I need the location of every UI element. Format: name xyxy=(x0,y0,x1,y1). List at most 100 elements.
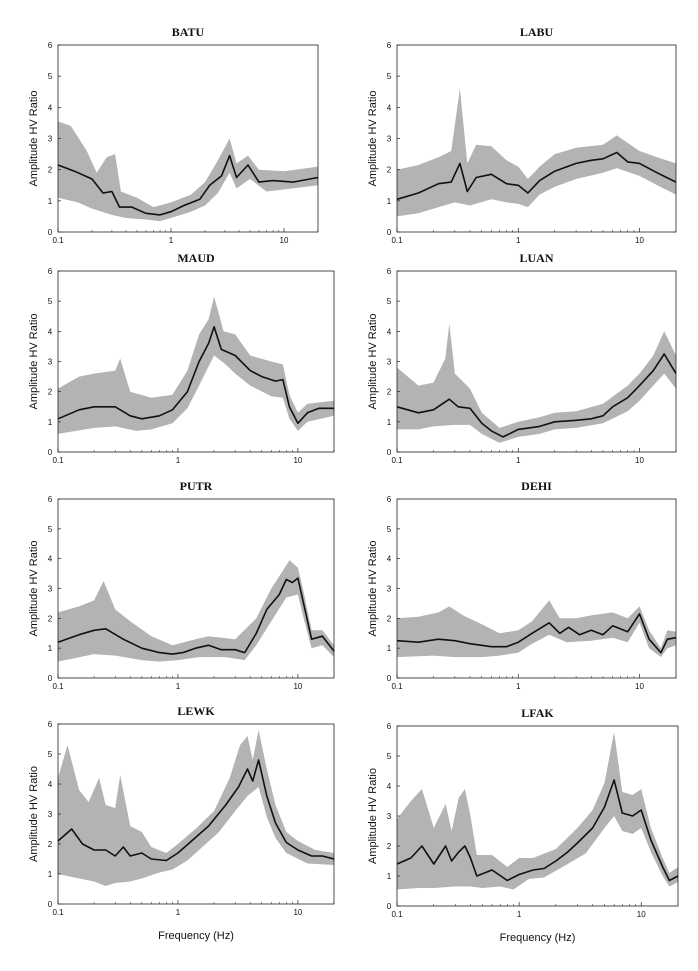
std-envelope xyxy=(58,296,334,434)
y-axis-label: Amplitude HV Ratio xyxy=(367,314,379,410)
y-tick-label: 6 xyxy=(387,495,392,504)
y-tick-label: 5 xyxy=(48,525,53,534)
x-tick-label: 1 xyxy=(176,456,181,465)
chart-panel-dehi: 0 1 2 3 4 5 6 0.1 1 10 DEHI Amplitude HV Ratio xyxy=(367,479,677,691)
chart-panel-lfak: 0 1 2 3 4 5 6 0.1 1 10 LFAK Amplitude HV Ratio Frequ… xyxy=(367,706,679,944)
y-tick-label: 6 xyxy=(48,495,53,504)
x-tick-label: 0.1 xyxy=(52,682,64,691)
chart-panel-maud: 0 1 2 3 4 5 6 0.1 1 10 MAUD Amplitude HV Ratio xyxy=(28,251,335,465)
y-axis-label: Amplitude HV Ratio xyxy=(28,541,40,637)
panel-title: LFAK xyxy=(521,706,554,720)
mean-hv-curve xyxy=(57,154,319,216)
mean-hv-curve xyxy=(57,759,335,862)
x-tick-label: 0.1 xyxy=(391,910,403,919)
x-tick-label: 0.1 xyxy=(52,908,64,917)
mean-hv-curve xyxy=(396,613,677,654)
x-tick-label: 10 xyxy=(637,910,646,919)
x-tick-label: 1 xyxy=(516,236,521,245)
x-tick-label: 1 xyxy=(176,908,181,917)
x-tick-label: 10 xyxy=(280,236,289,245)
x-tick-label: 1 xyxy=(176,682,181,691)
panel-title: BATU xyxy=(172,25,205,39)
y-tick-label: 5 xyxy=(48,297,53,306)
x-axis-label: Frequency (Hz) xyxy=(500,932,576,944)
y-tick-label: 5 xyxy=(387,752,392,761)
y-tick-label: 0 xyxy=(48,448,53,457)
y-tick-label: 5 xyxy=(387,72,392,81)
panel-title: LUAN xyxy=(519,251,553,265)
y-tick-label: 3 xyxy=(48,585,53,594)
mean-hv-curve xyxy=(396,353,677,438)
std-envelope xyxy=(397,88,676,217)
y-tick-label: 0 xyxy=(387,902,392,911)
y-tick-label: 0 xyxy=(387,448,392,457)
y-tick-label: 0 xyxy=(387,674,392,683)
y-tick-label: 1 xyxy=(387,872,392,881)
y-tick-label: 3 xyxy=(387,585,392,594)
x-tick-label: 10 xyxy=(293,908,302,917)
panel-title: PUTR xyxy=(180,479,213,493)
y-tick-label: 4 xyxy=(48,780,53,789)
y-axis-label: Amplitude HV Ratio xyxy=(28,314,40,410)
panel-title: LABU xyxy=(520,25,554,39)
y-tick-label: 3 xyxy=(48,810,53,819)
y-tick-label: 6 xyxy=(387,267,392,276)
x-tick-label: 1 xyxy=(516,456,521,465)
x-tick-label: 0.1 xyxy=(391,456,403,465)
std-envelope xyxy=(58,560,334,662)
y-tick-label: 0 xyxy=(48,228,53,237)
panel-title: DEHI xyxy=(521,479,552,493)
x-axis-label: Frequency (Hz) xyxy=(158,930,234,942)
y-tick-label: 1 xyxy=(48,644,53,653)
panel-title: MAUD xyxy=(177,251,215,265)
y-tick-label: 1 xyxy=(48,870,53,879)
y-tick-label: 3 xyxy=(387,358,392,367)
chart-panel-labu: 0 1 2 3 4 5 6 0.1 1 10 LABU Amplitude HV Ratio xyxy=(367,25,677,245)
y-tick-label: 2 xyxy=(48,388,53,397)
y-tick-label: 4 xyxy=(387,782,392,791)
x-tick-label: 10 xyxy=(635,236,644,245)
y-axis-label: Amplitude HV Ratio xyxy=(28,766,40,862)
y-tick-label: 4 xyxy=(387,103,392,112)
x-tick-label: 0.1 xyxy=(391,236,403,245)
y-tick-label: 4 xyxy=(48,555,53,564)
y-tick-label: 1 xyxy=(48,197,53,206)
y-tick-label: 4 xyxy=(387,555,392,564)
y-tick-label: 0 xyxy=(387,228,392,237)
std-envelope xyxy=(397,323,676,443)
y-tick-label: 5 xyxy=(48,750,53,759)
x-tick-label: 0.1 xyxy=(391,682,403,691)
y-tick-label: 4 xyxy=(387,327,392,336)
x-tick-label: 0.1 xyxy=(52,236,64,245)
panel-title: LEWK xyxy=(177,704,215,718)
std-envelope xyxy=(397,600,676,658)
y-axis-label: Amplitude HV Ratio xyxy=(367,768,379,864)
y-tick-label: 5 xyxy=(48,72,53,81)
y-tick-label: 1 xyxy=(387,418,392,427)
y-tick-label: 6 xyxy=(387,722,392,731)
y-tick-label: 3 xyxy=(387,812,392,821)
y-tick-label: 4 xyxy=(48,103,53,112)
x-tick-label: 10 xyxy=(635,682,644,691)
y-tick-label: 1 xyxy=(387,644,392,653)
y-tick-label: 0 xyxy=(48,674,53,683)
y-tick-label: 6 xyxy=(48,267,53,276)
y-axis-label: Amplitude HV Ratio xyxy=(367,91,379,187)
y-tick-label: 2 xyxy=(48,614,53,623)
mean-hv-curve xyxy=(396,151,677,201)
y-tick-label: 2 xyxy=(48,840,53,849)
mean-hv-curve xyxy=(57,577,335,655)
y-tick-label: 3 xyxy=(48,135,53,144)
x-tick-label: 1 xyxy=(517,910,522,919)
mean-hv-curve xyxy=(396,779,679,882)
y-tick-label: 4 xyxy=(48,327,53,336)
y-axis-label: Amplitude HV Ratio xyxy=(367,541,379,637)
y-tick-label: 2 xyxy=(387,388,392,397)
x-tick-label: 0.1 xyxy=(52,456,64,465)
y-tick-label: 0 xyxy=(48,900,53,909)
chart-panel-lewk: 0 1 2 3 4 5 6 0.1 1 10 LEWK Amplitude HV Ratio Frequ… xyxy=(28,704,335,942)
y-tick-label: 2 xyxy=(387,166,392,175)
y-tick-label: 5 xyxy=(387,297,392,306)
y-tick-label: 2 xyxy=(48,166,53,175)
y-tick-label: 6 xyxy=(387,41,392,50)
